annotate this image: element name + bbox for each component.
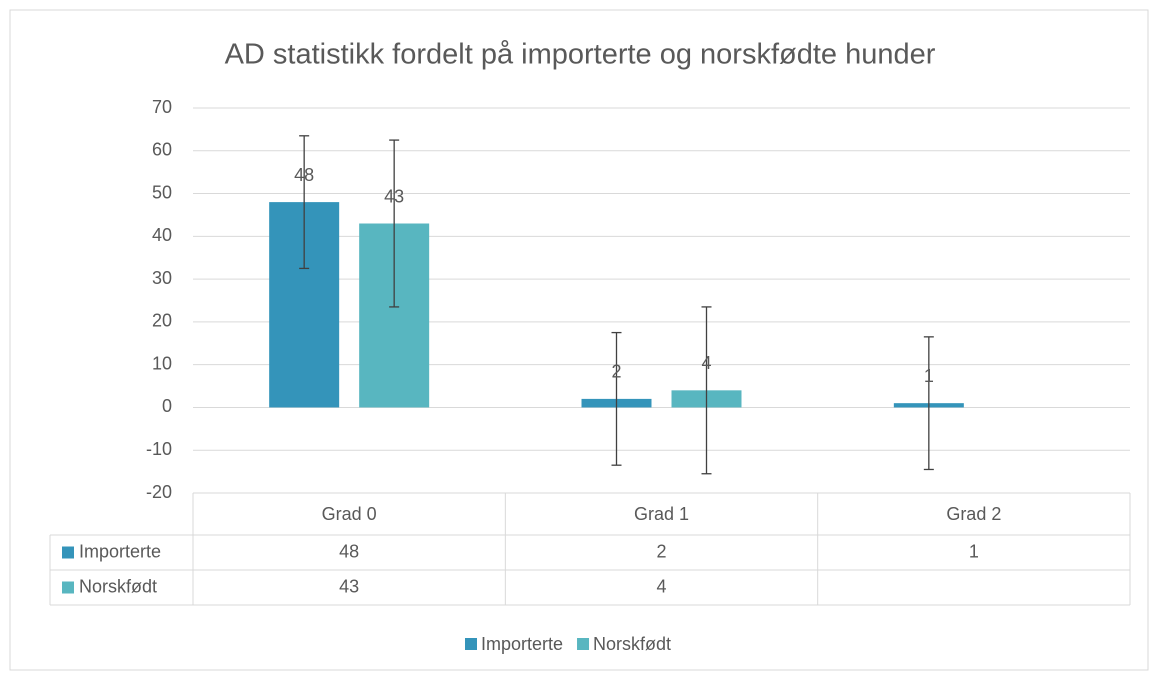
table-series-name: Norskfødt bbox=[79, 576, 157, 596]
table-legend-key bbox=[62, 546, 74, 559]
legend-label: Importerte bbox=[481, 634, 563, 654]
table-cell: 48 bbox=[339, 541, 359, 561]
table-cell: 1 bbox=[969, 541, 979, 561]
legend-key bbox=[577, 638, 590, 650]
table-series-name: Importerte bbox=[79, 541, 161, 561]
y-tick-label: 40 bbox=[152, 225, 172, 245]
legend-label: Norskfødt bbox=[593, 634, 671, 654]
x-tick-label: Grad 0 bbox=[322, 504, 377, 524]
data-label: 43 bbox=[384, 186, 404, 206]
y-tick-label: 60 bbox=[152, 140, 172, 160]
y-tick-label: 0 bbox=[162, 396, 172, 416]
table-cell: 43 bbox=[339, 576, 359, 596]
chart-area bbox=[9, 9, 1149, 671]
y-tick-label: 20 bbox=[152, 311, 172, 331]
y-tick-label: 30 bbox=[152, 268, 172, 288]
y-tick-label: 70 bbox=[152, 97, 172, 117]
data-label: 2 bbox=[611, 362, 621, 382]
legend-key bbox=[465, 638, 477, 650]
data-label: 1 bbox=[924, 366, 934, 386]
y-tick-label: -20 bbox=[146, 482, 172, 502]
y-tick-label: 50 bbox=[152, 182, 172, 202]
chart-title: AD statistikk fordelt på importerte og n… bbox=[225, 39, 936, 71]
table-cell: 2 bbox=[656, 541, 666, 561]
table-legend-key bbox=[62, 581, 74, 594]
x-tick-label: Grad 1 bbox=[634, 504, 689, 524]
data-label: 48 bbox=[294, 165, 314, 185]
data-label: 4 bbox=[701, 353, 711, 373]
y-tick-label: -10 bbox=[146, 439, 172, 459]
table-cell: 4 bbox=[656, 576, 666, 596]
y-tick-label: 10 bbox=[152, 353, 172, 373]
x-tick-label: Grad 2 bbox=[946, 504, 1001, 524]
